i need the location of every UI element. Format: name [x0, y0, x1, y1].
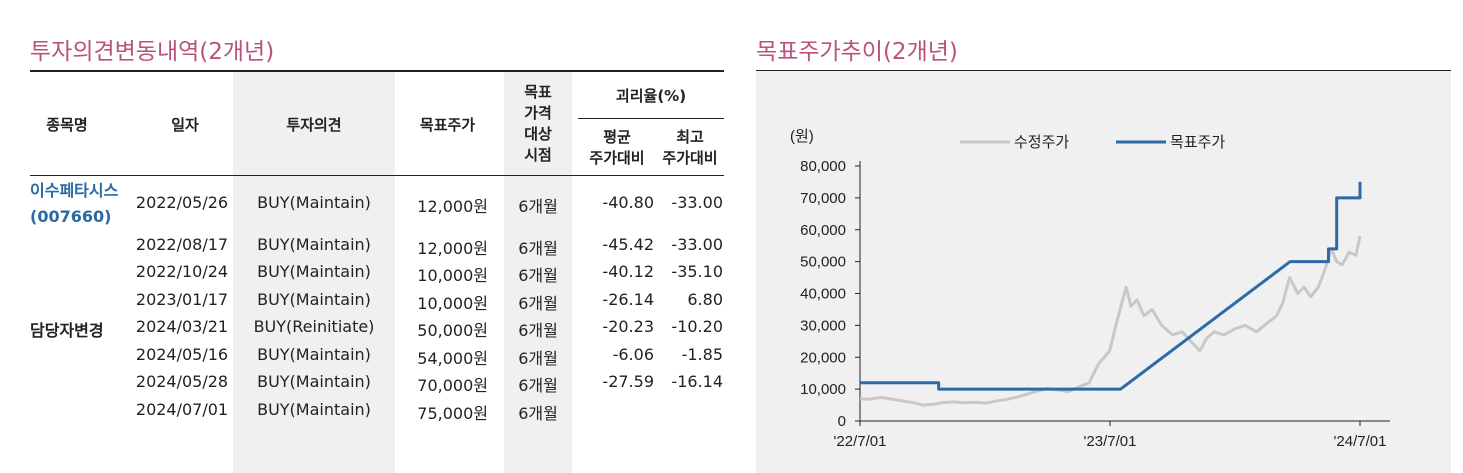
cell-horizon: 6개월: [518, 321, 558, 340]
cell-target-price: 12,000원: [417, 197, 488, 216]
stock-name-line: 이수페타시스: [30, 181, 119, 200]
header-avg-line: 평균: [603, 128, 631, 146]
header-avg-line: 주가대비: [589, 149, 645, 167]
y-tick-label: 50,000: [800, 254, 846, 271]
left-section-title: 투자의견변동내역(2개년): [30, 39, 275, 65]
cell-date: 2023/01/17: [135, 290, 229, 309]
cell-avg-gap: -6.06: [612, 345, 654, 364]
cell-horizon: 6개월: [518, 266, 558, 285]
header-max-gap: 최고 주가대비: [656, 127, 724, 169]
cell-avg-gap: -40.80: [602, 193, 654, 212]
x-tick-label: '22/7/01: [834, 433, 887, 450]
cell-opinion: BUY(Maintain): [257, 345, 371, 364]
x-tick-label: '24/7/01: [1334, 433, 1387, 450]
cell-avg-gap: -26.14: [602, 290, 654, 309]
cell-horizon: 6개월: [518, 197, 558, 216]
cell-max-gap: -33.00: [671, 235, 723, 254]
cell-opinion: BUY(Maintain): [257, 262, 371, 281]
cell-max-gap: -33.00: [671, 193, 723, 212]
cell-horizon: 6개월: [518, 239, 558, 258]
legend-price-label: 수정주가: [1014, 134, 1069, 151]
cell-horizon: 6개월: [518, 349, 558, 368]
cell-opinion: BUY(Maintain): [257, 235, 371, 254]
cell-max-gap: 6.80: [687, 290, 723, 309]
y-tick-label: 0: [838, 413, 846, 430]
header-horizon-line: 대상: [524, 125, 552, 143]
cell-avg-gap: -40.12: [602, 262, 654, 281]
header-horizon-line: 시점: [524, 146, 552, 164]
cell-target-price: 50,000원: [417, 321, 488, 340]
chart-panel: [756, 71, 1451, 473]
cell-horizon: 6개월: [518, 404, 558, 423]
header-max-line: 주가대비: [662, 149, 718, 167]
cell-opinion: BUY(Maintain): [257, 193, 371, 212]
cell-avg-gap: -20.23: [602, 317, 654, 336]
cell-horizon: 6개월: [518, 376, 558, 395]
cell-target-price: 10,000원: [417, 266, 488, 285]
table-top-rule: [30, 70, 724, 72]
header-horizon-line: 목표: [524, 83, 552, 101]
legend-target-label: 목표주가: [1170, 134, 1225, 151]
adjusted-price-line: [859, 235, 1362, 407]
header-opinion: 투자의견: [286, 116, 342, 134]
right-section-title: 목표주가추이(2개년): [756, 39, 958, 65]
header-gap-rate: 괴리율(%): [615, 87, 687, 105]
cell-max-gap: -35.10: [671, 262, 723, 281]
header-horizon-line: 가격: [524, 104, 552, 122]
cell-date: 2022/10/24: [135, 262, 229, 281]
cell-date: 2022/05/26: [135, 193, 229, 212]
cell-opinion: BUY(Maintain): [257, 372, 371, 391]
cell-opinion: BUY(Maintain): [257, 290, 371, 309]
header-date: 일자: [171, 116, 199, 134]
y-tick-label: 80,000: [800, 158, 846, 175]
header-stock-name: 종목명: [46, 116, 88, 134]
header-avg-gap: 평균 주가대비: [582, 127, 652, 169]
stock-code-line: (007660): [30, 207, 112, 226]
cell-date: 2024/03/21: [135, 317, 229, 336]
cell-target-price: 12,000원: [417, 239, 488, 258]
cell-max-gap: -1.85: [681, 345, 723, 364]
analyst-change-note: 담당자변경: [30, 321, 104, 340]
x-tick-label: '23/7/01: [1084, 433, 1137, 450]
header-gap-rule: [578, 118, 724, 119]
cell-opinion: BUY(Maintain): [257, 400, 371, 419]
y-tick-label: 20,000: [800, 349, 846, 366]
cell-target-price: 54,000원: [417, 349, 488, 368]
header-target-price: 목표주가: [419, 116, 476, 134]
header-max-line: 최고: [676, 128, 704, 146]
y-tick-label: 30,000: [800, 317, 846, 334]
cell-avg-gap: -27.59: [602, 372, 654, 391]
y-tick-label: 10,000: [800, 381, 846, 398]
opinion-column-shade: [233, 72, 395, 473]
y-unit-label: (원): [790, 128, 814, 145]
cell-opinion: BUY(Reinitiate): [253, 317, 375, 336]
y-tick-label: 60,000: [800, 222, 846, 239]
cell-date: 2022/08/17: [135, 235, 229, 254]
header-bottom-rule: [30, 175, 724, 176]
cell-date: 2024/07/01: [135, 400, 229, 419]
horizon-column-shade: [504, 72, 572, 473]
target-price-chart: 80,000 70,000 60,000 50,000 40,000 30,000 20,0…: [790, 128, 1390, 450]
cell-horizon: 6개월: [518, 294, 558, 313]
cell-target-price: 70,000원: [417, 376, 488, 395]
cell-max-gap: -16.14: [671, 372, 723, 391]
stock-name: 이수페타시스 (007660): [30, 178, 118, 230]
y-tick-label: 70,000: [800, 190, 846, 207]
cell-date: 2024/05/16: [135, 345, 229, 364]
cell-target-price: 10,000원: [417, 294, 488, 313]
target-price-line: [860, 181, 1362, 391]
header-target-horizon: 목표 가격 대상 시점: [504, 82, 572, 166]
cell-date: 2024/05/28: [135, 372, 229, 391]
cell-avg-gap: -45.42: [602, 235, 654, 254]
cell-target-price: 75,000원: [417, 404, 488, 423]
cell-max-gap: -10.20: [671, 317, 723, 336]
y-tick-label: 40,000: [800, 286, 846, 303]
